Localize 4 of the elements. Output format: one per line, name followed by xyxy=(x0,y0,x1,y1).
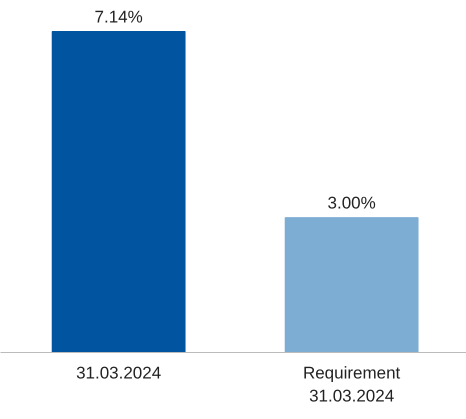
data-label: 3.00% xyxy=(328,194,376,213)
data-label: 7.14% xyxy=(94,8,143,26)
x-tick-label: 31.03.2024 xyxy=(76,364,162,382)
x-tick-label: Requirement 31.03.2024 xyxy=(302,364,401,406)
